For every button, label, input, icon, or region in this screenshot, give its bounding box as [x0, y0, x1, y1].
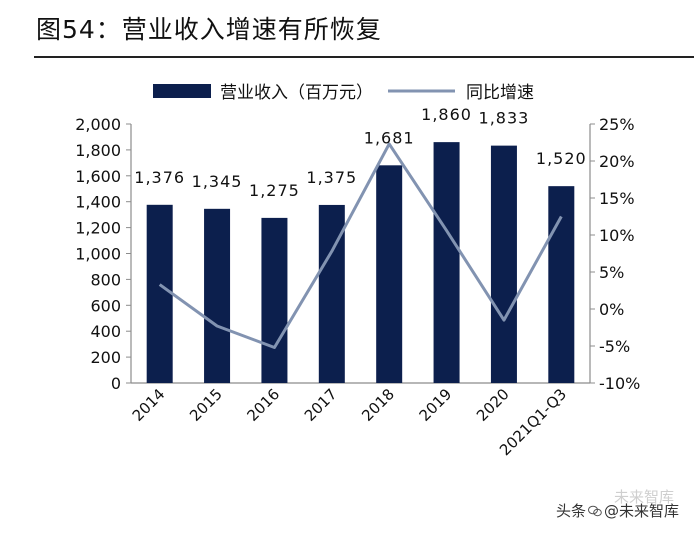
wechat-icon — [588, 505, 602, 517]
bar — [490, 145, 517, 383]
right-tick-label: 25% — [599, 115, 635, 134]
left-tick-label: 400 — [90, 322, 121, 341]
growth-line-series — [158, 142, 563, 349]
right-tick-label: -5% — [599, 337, 630, 356]
watermark-prefix: 头条 — [556, 502, 587, 520]
bar-value-label: 1,860 — [421, 105, 472, 124]
data-labels: 1,376 1,345 1,275 1,375 1,681 1,860 1,833 1,520 — [134, 105, 587, 200]
right-tick-label: 20% — [599, 152, 635, 171]
x-tick-label: 2020 — [473, 385, 513, 425]
left-tick-label: 1,400 — [75, 193, 121, 212]
right-tick-label: 5% — [599, 263, 624, 282]
watermark-logo: 未来智库 — [614, 488, 675, 506]
watermark-handle: @未来智库 — [604, 502, 680, 520]
bar-value-label: 1,681 — [364, 128, 415, 147]
left-tick-label: 800 — [90, 270, 121, 289]
chart-title: 图54：营业收入增速有所恢复 — [36, 15, 382, 44]
x-tick-label: 2017 — [301, 385, 341, 425]
right-tick-label: 15% — [599, 189, 635, 208]
right-tick-label: 0% — [599, 300, 624, 319]
legend: 营业收入（百万元） 同比增速 — [153, 83, 534, 103]
x-tick-label: 2019 — [416, 385, 456, 425]
bar — [548, 186, 575, 383]
bar — [261, 217, 288, 383]
bar-value-label: 1,376 — [134, 168, 185, 187]
bar-value-label: 1,520 — [536, 149, 587, 168]
left-tick-label: 600 — [90, 296, 121, 315]
left-tick-label: 2,000 — [75, 115, 121, 134]
left-tick-label: 1,800 — [75, 141, 121, 160]
legend-bar-label: 营业收入（百万元） — [220, 83, 373, 103]
bar-value-label: 1,833 — [479, 109, 530, 128]
bar — [204, 208, 231, 383]
legend-line-label: 同比增速 — [466, 83, 534, 103]
watermark: 头条 @未来智库 — [556, 500, 679, 521]
left-tick-label: 1,000 — [75, 245, 121, 264]
bar-value-label: 1,345 — [192, 172, 243, 191]
left-tick-label: 1,200 — [75, 219, 121, 238]
left-tick-label: 0 — [111, 374, 121, 393]
x-tick-label: 2018 — [358, 385, 398, 425]
bar-value-label: 1,275 — [249, 181, 300, 200]
x-tick-label: 2015 — [186, 385, 226, 425]
legend-bar-swatch — [153, 84, 211, 98]
x-tick-label: 2014 — [129, 385, 169, 425]
left-tick-label: 200 — [90, 348, 121, 367]
growth-line — [158, 142, 563, 349]
bar — [376, 165, 403, 383]
bar — [433, 142, 460, 383]
bar-value-label: 1,375 — [306, 168, 357, 187]
x-tick-label: 2016 — [244, 385, 284, 425]
title-rule — [34, 56, 694, 58]
right-tick-label: -10% — [599, 374, 640, 393]
bar — [146, 204, 173, 383]
left-tick-label: 1,600 — [75, 167, 121, 186]
right-tick-label: 10% — [599, 226, 635, 245]
